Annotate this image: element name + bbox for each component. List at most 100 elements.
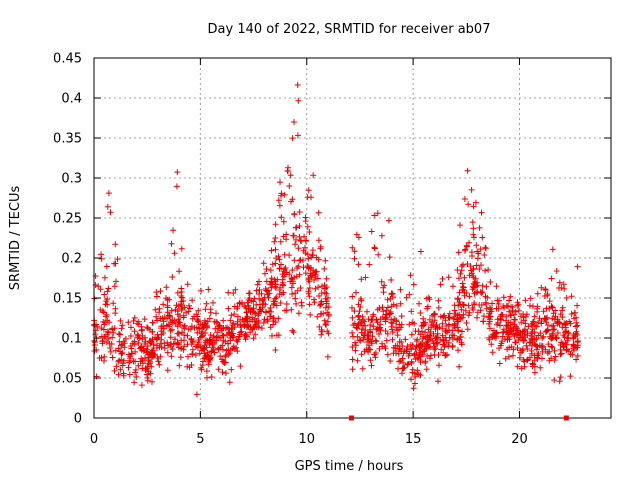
data-point [450, 283, 456, 290]
data-point [544, 350, 551, 357]
data-point [273, 294, 280, 301]
data-point [243, 332, 250, 339]
data-point [397, 346, 403, 353]
data-point [112, 241, 119, 248]
data-point [227, 317, 234, 324]
data-point [167, 327, 174, 334]
data-point [167, 334, 174, 341]
data-point [460, 261, 467, 268]
data-point [442, 352, 449, 359]
data-point [528, 335, 535, 342]
data-point [112, 305, 119, 312]
data-point [305, 276, 312, 283]
data-point [289, 327, 296, 334]
data-point [258, 325, 265, 332]
data-point [141, 316, 148, 323]
data-point [201, 317, 208, 324]
data-point [464, 261, 471, 267]
data-point [539, 355, 545, 362]
data-point [206, 315, 213, 322]
data-point [485, 320, 492, 327]
data-point [549, 344, 556, 351]
data-point [99, 340, 106, 347]
data-point [296, 233, 303, 240]
data-point [494, 321, 500, 328]
data-point [477, 307, 484, 314]
data-point [293, 300, 300, 307]
data-point [120, 360, 126, 367]
data-point [538, 342, 545, 349]
data-point [386, 254, 393, 261]
data-point [482, 245, 489, 252]
data-point [253, 318, 260, 325]
data-point [107, 348, 114, 355]
data-point [222, 353, 229, 360]
data-point [323, 322, 330, 328]
data-point [103, 263, 110, 270]
data-point [132, 348, 139, 355]
data-point [439, 275, 446, 282]
data-point [178, 306, 185, 313]
y-tick-label: 0.35 [53, 132, 82, 147]
data-point [321, 289, 328, 296]
data-point [159, 315, 166, 322]
data-point [174, 169, 181, 176]
data-point [197, 321, 204, 328]
data-point [397, 300, 404, 307]
data-point [374, 210, 381, 217]
data-point [408, 358, 415, 365]
data-point [119, 349, 126, 356]
data-point [477, 288, 484, 295]
data-point [317, 311, 324, 318]
y-tick-label: 0.3 [61, 172, 82, 187]
data-point [236, 300, 243, 307]
data-point [387, 310, 394, 317]
data-point [176, 362, 183, 369]
data-point [574, 322, 581, 329]
data-point [470, 203, 477, 210]
data-point [387, 358, 394, 364]
data-point [363, 346, 370, 353]
data-point [431, 317, 438, 324]
data-point [463, 320, 470, 326]
data-point [549, 315, 556, 322]
data-point [417, 310, 424, 316]
y-tick-label: 0.4 [61, 92, 82, 107]
data-point [192, 352, 199, 358]
data-point [411, 320, 418, 327]
data-point [455, 249, 462, 256]
data-point [207, 357, 214, 363]
data-point [173, 183, 180, 190]
data-point [217, 353, 224, 360]
data-point [530, 303, 536, 310]
data-point [272, 260, 279, 267]
data-point [377, 324, 384, 331]
data-point [405, 361, 412, 367]
data-point [482, 299, 489, 306]
data-point [308, 194, 314, 201]
data-point [184, 281, 191, 288]
data-point [428, 322, 435, 328]
data-point [193, 391, 200, 398]
data-point [223, 370, 229, 377]
data-point [407, 272, 414, 279]
data-point [226, 350, 233, 357]
data-point [198, 366, 205, 373]
data-point [379, 304, 386, 311]
data-point [412, 346, 419, 353]
data-point [445, 322, 452, 329]
data-point [349, 344, 356, 350]
data-point [278, 261, 284, 268]
data-point [148, 354, 155, 361]
data-point [161, 345, 168, 352]
data-point [367, 326, 373, 333]
data-point [479, 282, 486, 289]
data-point [189, 297, 196, 304]
data-point [443, 337, 450, 344]
data-point [506, 344, 513, 351]
data-point [512, 339, 519, 346]
data-point [213, 310, 219, 317]
data-point [268, 275, 275, 282]
data-point [252, 310, 259, 317]
data-point [150, 345, 157, 351]
